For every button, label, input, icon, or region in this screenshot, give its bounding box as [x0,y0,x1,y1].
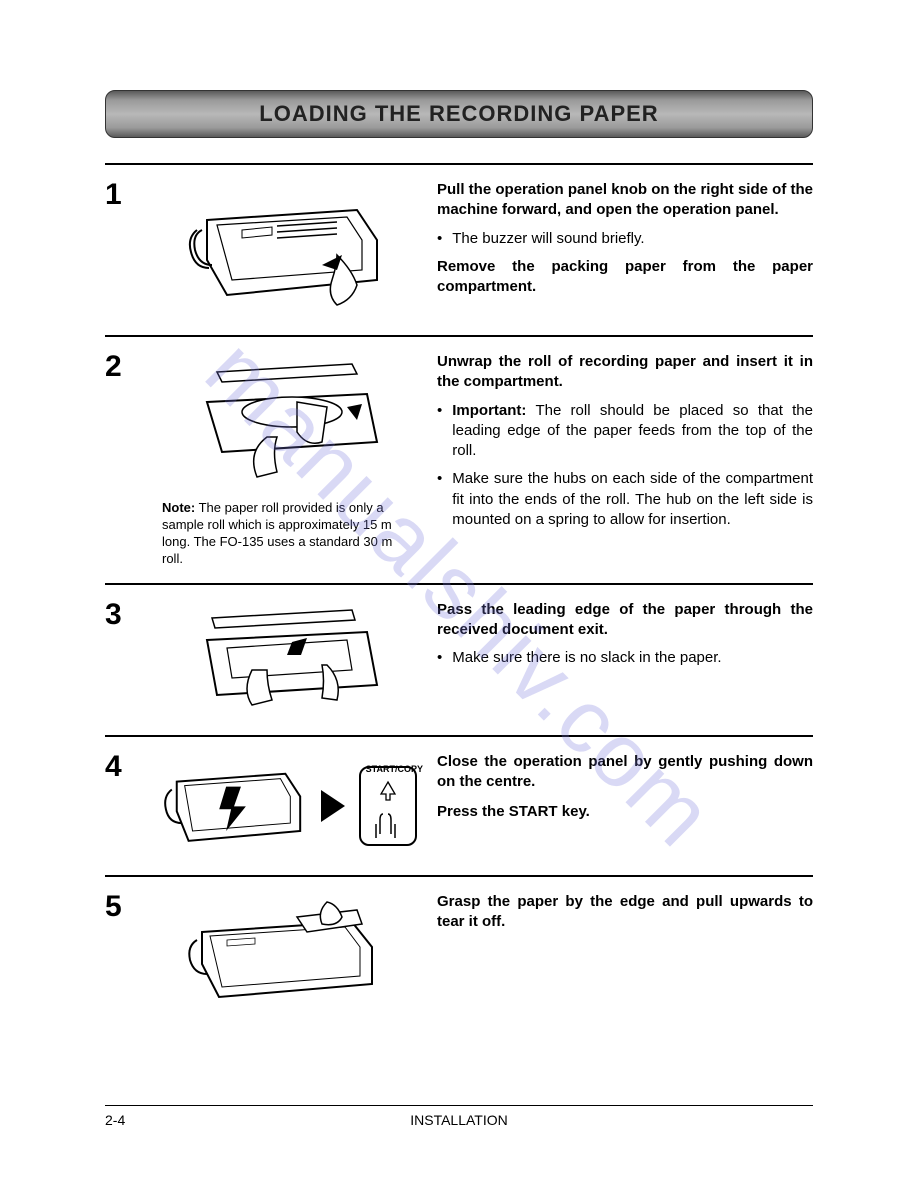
start-button-illustration [359,766,417,846]
bullet-dot: • [437,229,442,249]
step-1-text: Pull the operation panel knob on the rig… [437,180,813,320]
step-heading: Unwrap the roll of recording paper and i… [437,352,813,393]
step-heading: Close the operation panel by gently push… [437,752,813,793]
step-4-illustration: START/COPY [157,752,417,861]
step-trailing: Press the START key. [437,802,813,822]
step-3: 3 Pass the leading edge of the paper thr… [105,585,813,735]
step-2: 2 Note: The paper roll provided is only … [105,337,813,583]
fax-close-icon [157,752,315,861]
section-title-bar: LOADING THE RECORDING PAPER [105,90,813,138]
step-number: 4 [105,752,137,861]
step-3-illustration [157,600,417,720]
step-number: 2 [105,352,137,568]
step-2-note: Note: The paper roll provided is only a … [157,500,417,568]
step-heading: Grasp the paper by the edge and pull upw… [437,892,813,933]
step-2-illustration: Note: The paper roll provided is only a … [157,352,417,568]
section-title: LOADING THE RECORDING PAPER [259,101,658,127]
bullet-dot: • [437,648,442,668]
footer-section: INSTALLATION [410,1112,508,1128]
step-5-text: Grasp the paper by the edge and pull upw… [437,892,813,1012]
page-number: 2-4 [105,1112,125,1128]
step-heading: Pull the operation panel knob on the rig… [437,180,813,221]
bullet-text: Important: The roll should be placed so … [452,401,813,462]
bullet-dot: • [437,469,442,530]
bullet-text: Make sure the hubs on each side of the c… [452,469,813,530]
bullet-text: Make sure there is no slack in the paper… [452,648,721,668]
step-1-illustration [157,180,417,320]
fax-feed-icon [177,600,397,720]
step-trailing: Remove the packing paper from the paper … [437,257,813,298]
step-5-illustration [157,892,417,1012]
bullet-item: • Make sure there is no slack in the pap… [437,648,813,668]
step-number: 1 [105,180,137,320]
step-4-text: Close the operation panel by gently push… [437,752,813,861]
step-number: 5 [105,892,137,1012]
fax-open-icon [177,352,397,492]
step-1: 1 Pull the operation panel knob on the r… [105,165,813,335]
fax-tear-icon [177,892,397,1012]
step-3-text: Pass the leading edge of the paper throu… [437,600,813,720]
bullet-text: The buzzer will sound briefly. [452,229,644,249]
bullet-item: • Make sure the hubs on each side of the… [437,469,813,530]
bullet-item: • The buzzer will sound briefly. [437,229,813,249]
bullet-item: • Important: The roll should be placed s… [437,401,813,462]
bullet-dot: • [437,401,442,462]
start-copy-label: START/COPY [366,764,423,774]
page-footer: 2-4 INSTALLATION [105,1105,813,1128]
step-4: 4 START/COPY Close the operation panel b… [105,737,813,876]
step-2-text: Unwrap the roll of recording paper and i… [437,352,813,568]
step-number: 3 [105,600,137,720]
arrow-right-icon [321,790,345,822]
step-5: 5 Grasp the paper by the edge and pull u… [105,877,813,1027]
fax-machine-icon [177,180,397,320]
step-heading: Pass the leading edge of the paper throu… [437,600,813,641]
